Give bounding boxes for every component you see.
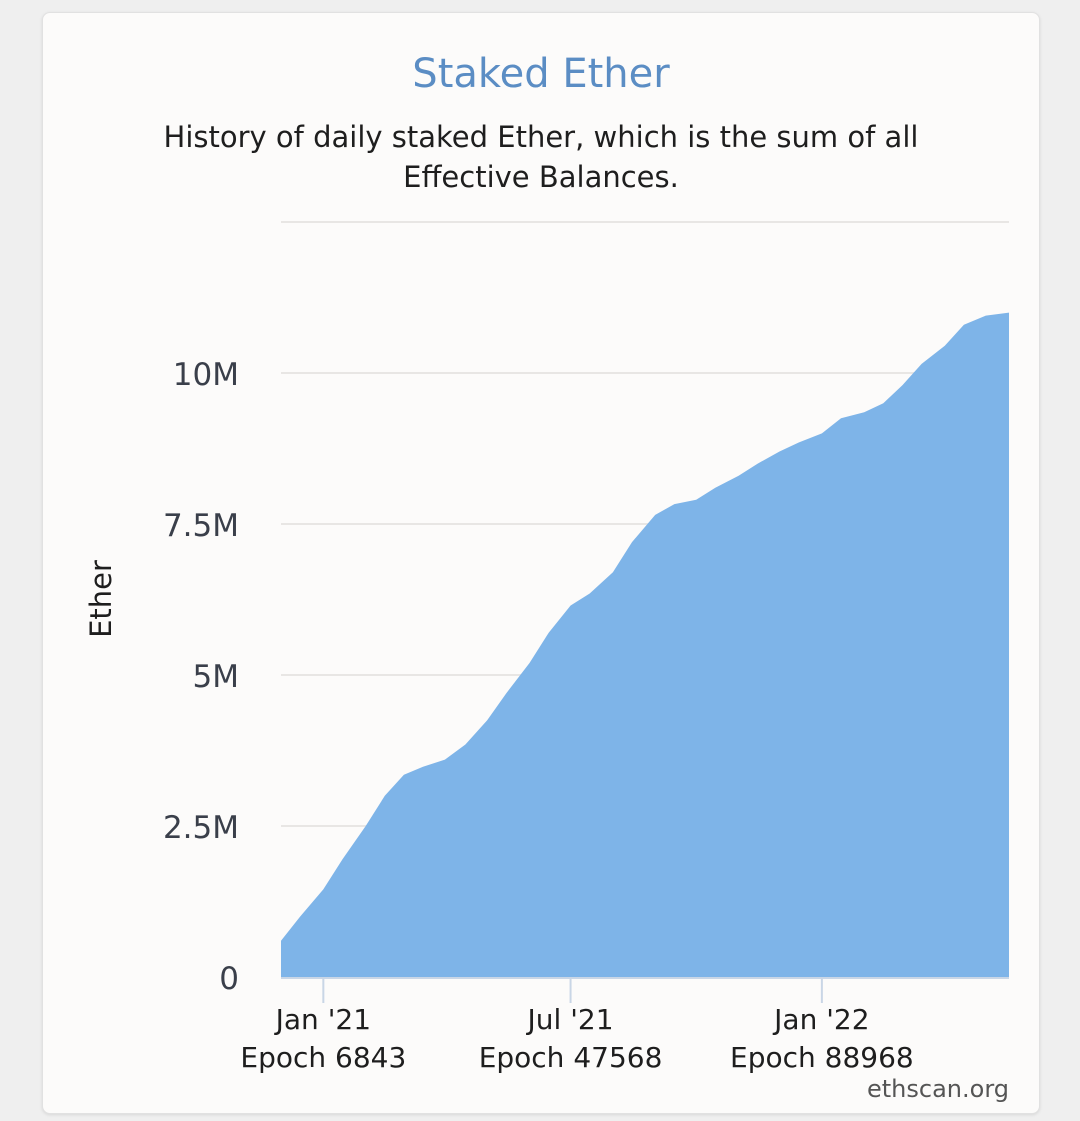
data-area bbox=[281, 312, 1009, 978]
x-tick-epoch-label: Epoch 47568 bbox=[479, 1041, 663, 1074]
x-tick-epoch-label: Epoch 6843 bbox=[240, 1041, 406, 1074]
x-tick-label: Jul '21 bbox=[526, 1003, 614, 1036]
chart-title: Staked Ether bbox=[412, 51, 670, 97]
y-tick-label: 0 bbox=[219, 961, 239, 997]
chart-subtitle: History of daily staked Ether, which is … bbox=[163, 120, 919, 194]
x-tick-label: Jan '22 bbox=[772, 1003, 869, 1036]
chart-card: Staked Ether History of daily staked Eth… bbox=[42, 12, 1040, 1114]
staked-ether-area bbox=[281, 312, 1009, 978]
axes: 0 2.5M 5M 7.5M 10M Jan '21 Epoch 6843 Jul '21 Ep… bbox=[84, 357, 1009, 1074]
y-tick-label: 5M bbox=[193, 659, 239, 695]
x-tick-label: Jan '21 bbox=[274, 1003, 371, 1036]
y-tick-label: 7.5M bbox=[163, 508, 239, 544]
y-axis-title: Ether bbox=[84, 560, 118, 638]
x-tick-epoch-label: Epoch 88968 bbox=[730, 1041, 914, 1074]
source-label: ethscan.org bbox=[867, 1075, 1009, 1103]
staked-ether-chart: 0 2.5M 5M 7.5M 10M Jan '21 Epoch 6843 Jul '21 Ep… bbox=[84, 221, 1009, 1074]
y-tick-label: 10M bbox=[173, 357, 239, 393]
y-tick-label: 2.5M bbox=[163, 810, 239, 846]
